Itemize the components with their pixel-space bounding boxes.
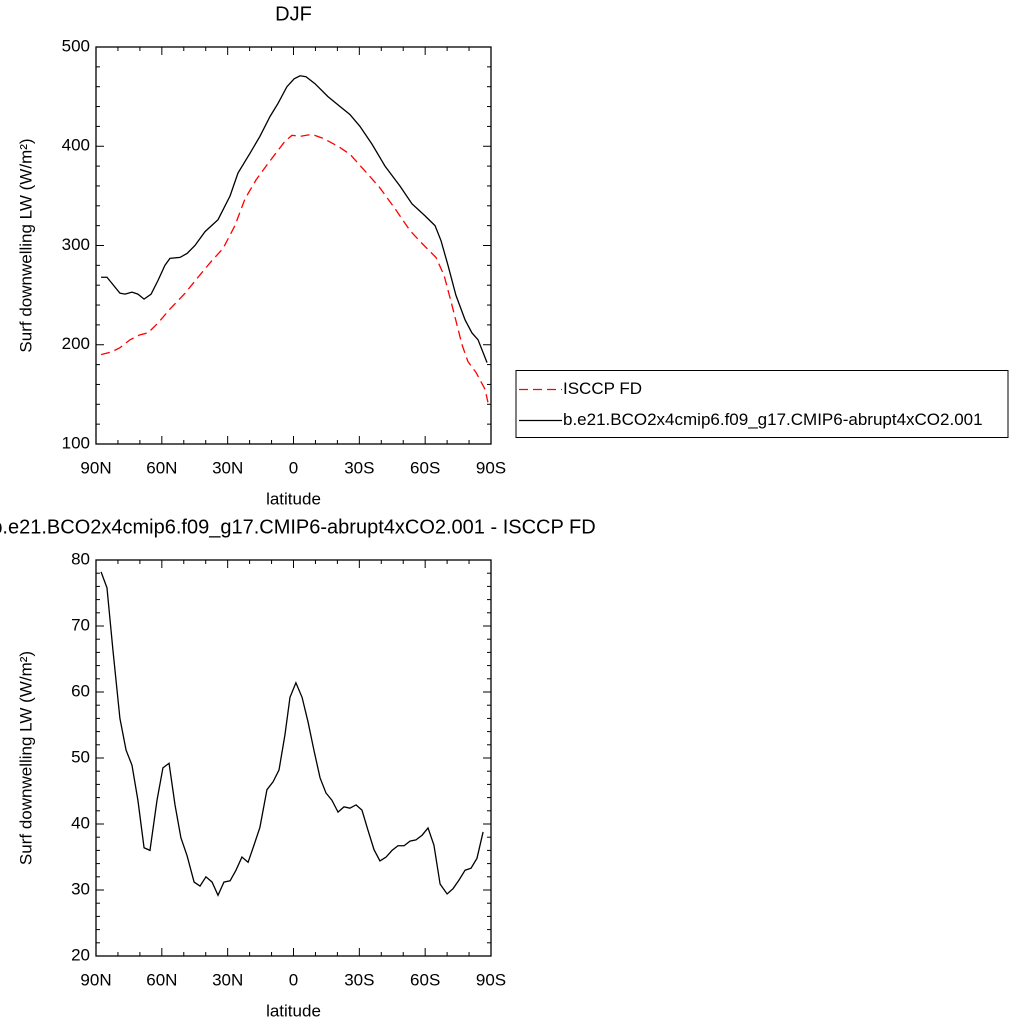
x-tick-label: 30S (344, 970, 374, 989)
data-line (101, 75, 488, 363)
plot-frame (95, 46, 492, 445)
y-tick-label: 70 (71, 615, 90, 634)
y-tick-label: 400 (62, 136, 90, 155)
x-tick-label: 60S (410, 970, 440, 989)
x-tick-label: 30N (212, 970, 243, 989)
legend-label: ISCCP FD (563, 379, 642, 398)
y-tick-label: 50 (71, 747, 90, 766)
x-tick-label: 30N (212, 458, 243, 477)
x-tick-label: 0 (289, 970, 298, 989)
plot-frame (95, 559, 492, 957)
chart-title: b.e21.BCO2x4cmip6.f09_g17.CMIP6-abrupt4x… (0, 516, 596, 538)
y-tick-label: 200 (62, 334, 90, 353)
y-tick-label: 40 (71, 813, 90, 832)
legend-label: b.e21.BCO2x4cmip6.f09_g17.CMIP6-abrupt4x… (563, 410, 983, 429)
chart-title: DJF (275, 3, 312, 25)
x-tick-label: 0 (289, 458, 298, 477)
x-tick-label: 90N (80, 458, 111, 477)
y-axis-label: Surf downwelling LW (W/m²) (16, 138, 35, 352)
y-tick-label: 300 (62, 235, 90, 254)
x-tick-label: 90S (476, 970, 506, 989)
y-tick-label: 100 (62, 433, 90, 452)
y-axis-label: Surf downwelling LW (W/m²) (16, 651, 35, 865)
x-tick-label: 60N (146, 458, 177, 477)
x-tick-label: 30S (344, 458, 374, 477)
data-line (100, 133, 489, 403)
legend: ISCCP FD b.e21.BCO2x4cmip6.f09_g17.CMIP6-… (515, 370, 1009, 438)
y-tick-label: 60 (71, 681, 90, 700)
x-axis-label: latitude (266, 1001, 321, 1020)
x-axis-label: latitude (266, 489, 321, 508)
x-tick-label: 60N (146, 970, 177, 989)
data-line (100, 571, 484, 897)
x-tick-label: 60S (410, 458, 440, 477)
y-tick-label: 20 (71, 945, 90, 964)
x-tick-label: 90S (476, 458, 506, 477)
legend-box (515, 370, 1009, 438)
y-tick-label: 80 (71, 549, 90, 568)
y-tick-label: 500 (62, 36, 90, 55)
x-tick-label: 90N (80, 970, 111, 989)
y-tick-label: 30 (71, 879, 90, 898)
